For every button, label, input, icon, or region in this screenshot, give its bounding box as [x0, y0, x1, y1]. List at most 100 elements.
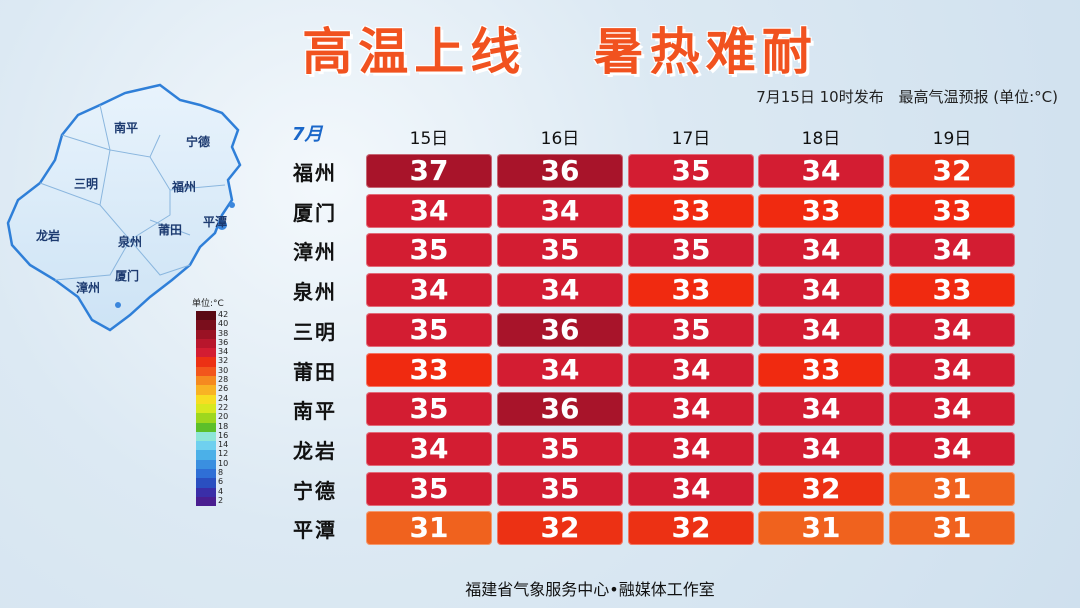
legend-value: 2: [218, 495, 224, 505]
temperature-cell: 31: [889, 471, 1015, 506]
temperature-cell: 33: [758, 352, 884, 387]
temperature-cell: 34: [758, 233, 884, 268]
temperature-cell: 34: [889, 392, 1015, 427]
legend-step: 26: [192, 384, 252, 395]
temperature-cell: 35: [366, 392, 492, 427]
legend-value: 12: [218, 449, 229, 459]
legend-swatch: [196, 496, 216, 507]
temperature-cell: 36: [497, 392, 623, 427]
temperature-cell: 34: [366, 431, 492, 466]
map-label-longyan: 龙岩: [36, 229, 61, 243]
temperature-cell: 36: [497, 312, 623, 347]
legend-value: 34: [218, 347, 229, 357]
legend-swatch: [196, 450, 216, 460]
temperature-cell: 34: [889, 352, 1015, 387]
legend-value: 6: [218, 477, 224, 487]
legend-value: 26: [218, 384, 229, 394]
legend-value: 8: [218, 468, 224, 478]
legend-scale: 42 40 38 36 34 32 30 28 26 24 22 20 18 16 14 12 10 8 6 4 2: [192, 310, 252, 507]
temperature-cell: 35: [497, 233, 623, 268]
issue-info: 7月15日 10时发布 最高气温预报 (单位:°C): [746, 86, 1058, 107]
legend-swatch: [196, 422, 216, 432]
temperature-cell: 33: [889, 193, 1015, 228]
legend-swatch: [196, 320, 216, 330]
title-right: 暑热难耐: [593, 23, 818, 81]
map-label-zhangzhou: 漳州: [76, 281, 101, 295]
legend-title: 单位:°C: [192, 299, 224, 309]
legend-swatch: [196, 338, 216, 349]
temperature-cell: 35: [497, 471, 623, 506]
legend-step: 42: [192, 310, 252, 321]
legend-swatch: [196, 357, 216, 367]
temperature-cell: 34: [889, 312, 1015, 347]
temperature-cell: 34: [366, 193, 492, 228]
map-label-sanming: 三明: [74, 177, 99, 191]
day-header: 18日: [801, 129, 841, 149]
legend-swatch: [196, 385, 216, 395]
legend-value: 20: [218, 412, 229, 422]
legend-swatch: [196, 366, 216, 377]
temperature-cell: 32: [497, 511, 623, 546]
legend-value: 38: [218, 328, 229, 338]
temperature-cell: 34: [758, 431, 884, 466]
legend-swatch: [196, 478, 216, 488]
legend-value: 32: [218, 356, 229, 366]
temperature-cell: 34: [628, 471, 754, 506]
map-label-nanping: 南平: [114, 121, 139, 135]
legend-value: 22: [218, 402, 229, 412]
legend-value: 24: [218, 393, 229, 403]
legend-value: 36: [218, 337, 229, 347]
legend-value: 28: [218, 375, 229, 385]
temperature-cell: 34: [497, 273, 623, 308]
temperature-cell: 34: [889, 431, 1015, 466]
legend-step: 16: [192, 431, 252, 442]
temperature-cell: 35: [497, 431, 623, 466]
legend-swatch: [196, 469, 216, 479]
day-header: 17日: [671, 129, 711, 149]
temperature-cell: 36: [497, 154, 623, 188]
temperature-cell: 34: [758, 273, 884, 308]
legend-step: 22: [192, 402, 252, 414]
temperature-cell: 34: [758, 392, 884, 427]
city-name: 泉州: [293, 280, 337, 305]
city-name: 漳州: [293, 240, 337, 265]
fujian-map: 南平 宁德 三明 福州 龙岩 泉州 莆田 平潭 漳州 厦门: [0, 75, 270, 345]
temperature-cell: 34: [628, 392, 754, 427]
temperature-cell: 35: [628, 233, 754, 268]
legend-step: 6: [192, 477, 252, 488]
legend-step: 8: [192, 468, 252, 479]
temperature-cell: 37: [366, 154, 492, 188]
legend-swatch: [196, 459, 216, 470]
day-header: 15日: [409, 129, 449, 149]
map-label-quanzhou: 泉州: [118, 235, 143, 249]
legend-value: 18: [218, 421, 229, 431]
page-title: 高温上线 暑热难耐: [0, 12, 1080, 84]
legend-value: 4: [218, 486, 224, 496]
legend-swatch: [196, 394, 216, 404]
legend-swatch: [196, 311, 216, 321]
temperature-cell: 31: [758, 511, 884, 546]
product-name: 最高气温预报 (单位:°C): [898, 88, 1058, 106]
legend-step: 20: [192, 412, 252, 423]
footer-credit: 福建省气象服务中心•融媒体工作室: [465, 580, 715, 599]
temperature-cell: 31: [889, 511, 1015, 546]
temperature-cell: 34: [889, 233, 1015, 268]
temperature-cell: 35: [628, 312, 754, 347]
city-name: 福州: [293, 161, 337, 185]
temperature-cell: 35: [366, 471, 492, 506]
temperature-cell: 32: [758, 471, 884, 506]
legend-step: 30: [192, 365, 252, 377]
fujian-map-shape: [6, 83, 242, 332]
temperature-cell: 35: [366, 312, 492, 347]
temperature-cell: 33: [628, 273, 754, 308]
temperature-cell: 32: [889, 154, 1015, 188]
legend-value: 30: [218, 365, 229, 375]
legend-step: 34: [192, 347, 252, 358]
legend-value: 42: [218, 310, 229, 319]
city-name: 宁德: [293, 478, 337, 503]
legend-step: 4: [192, 486, 252, 497]
legend-step: 2: [192, 495, 252, 507]
city-name: 龙岩: [293, 438, 337, 463]
legend-step: 38: [192, 328, 252, 339]
temperature-cell: 33: [366, 352, 492, 387]
